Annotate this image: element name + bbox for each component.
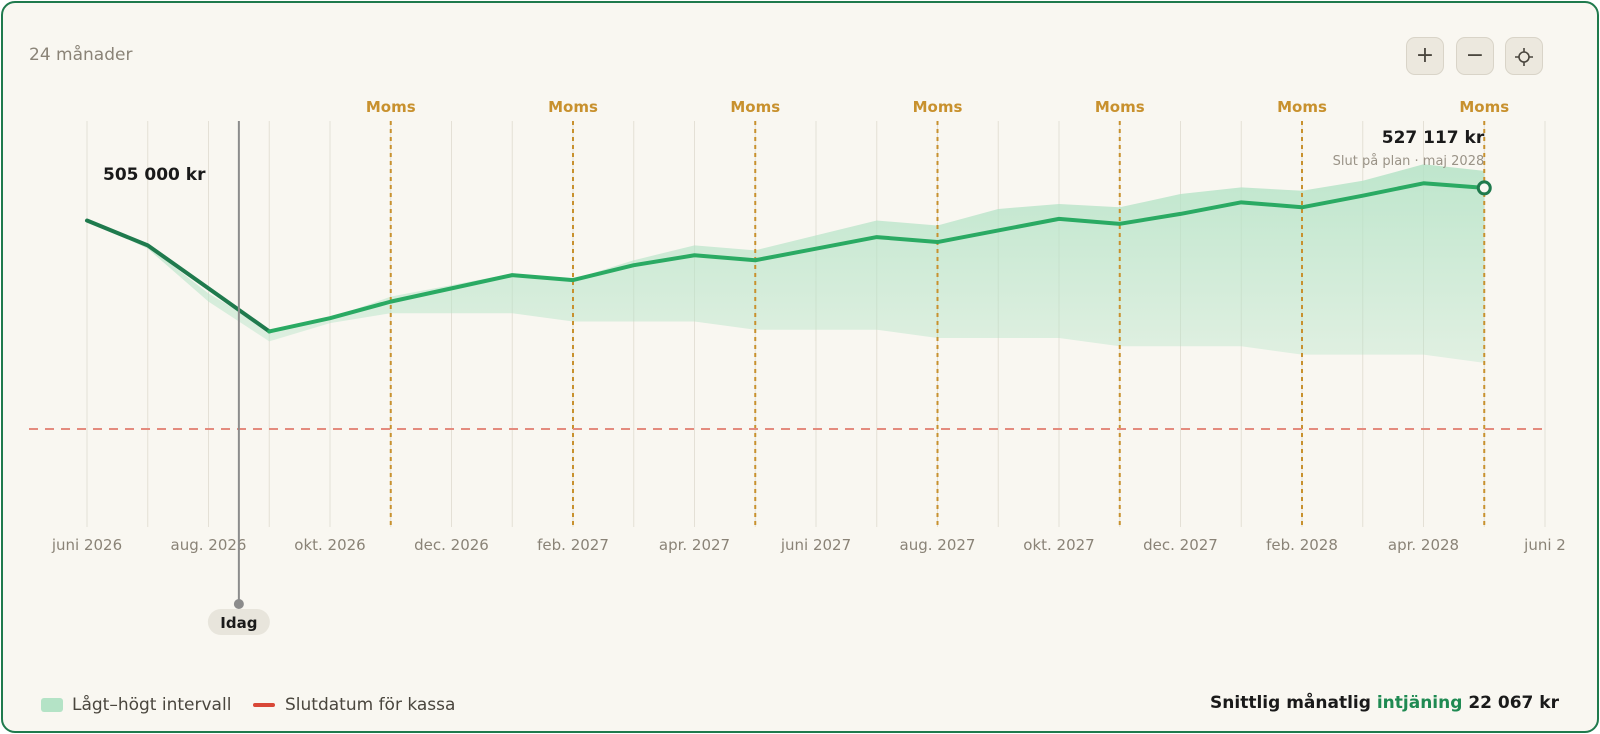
vat-label: Moms (1459, 98, 1509, 116)
balance-line-forecast (267, 181, 1487, 334)
x-tick-label: apr. 2028 (1388, 536, 1459, 554)
legend-cash-end-label: Slutdatum för kassa (285, 695, 456, 715)
today-pill (207, 609, 270, 635)
vat-label: Moms (366, 98, 416, 116)
zoom-out-button[interactable]: − (1456, 37, 1494, 75)
legend-band-label: Lågt–högt intervall (72, 695, 232, 715)
x-tick-label: juni 2027 (780, 536, 851, 554)
x-tick-label: feb. 2028 (1266, 536, 1338, 554)
recenter-button[interactable] (1505, 37, 1543, 75)
today-dot (233, 599, 244, 609)
legend-band-swatch (41, 698, 63, 712)
x-tick-label: aug. 2027 (900, 536, 976, 554)
vat-label: Moms (913, 98, 963, 116)
forecast-chart: Moms Moms Moms Moms Moms Moms Moms 505 000 kr 52… (29, 98, 1566, 635)
x-tick-label: okt. 2026 (294, 536, 365, 554)
x-tick-label: feb. 2027 (537, 536, 609, 554)
x-tick-label: apr. 2027 (659, 536, 730, 554)
vat-label: Moms (730, 98, 780, 116)
today-label: Idag (220, 614, 257, 632)
x-tick-label: aug. 2026 (171, 536, 247, 554)
summary-prefix: Snittlig månatlig (1210, 693, 1377, 713)
start-value-label: 505 000 kr (103, 165, 206, 185)
end-point-marker (1476, 180, 1492, 196)
plus-icon: + (1415, 43, 1435, 68)
vat-label: Moms (548, 98, 598, 116)
x-tick-label: dec. 2026 (414, 536, 489, 554)
legend-cash-end-swatch (253, 703, 275, 707)
end-sublabel: Slut på plan · maj 2028 (1333, 154, 1485, 169)
monthly-earnings-summary: Snittlig månatlig intjäning 22 067 kr (1210, 693, 1559, 713)
end-value-label: 527 117 kr (1382, 128, 1485, 148)
vat-label: Moms (1277, 98, 1327, 116)
vat-label: Moms (1095, 98, 1145, 116)
x-tick-label: juni 2 (1523, 536, 1566, 554)
range-band (87, 164, 1485, 363)
legend-band: Lågt–högt intervall (41, 695, 231, 715)
x-tick-label: okt. 2027 (1023, 536, 1094, 554)
crosshair-icon (1515, 48, 1533, 66)
range-label: 24 månader (29, 45, 133, 65)
legend-cash-end: Slutdatum för kassa (253, 695, 455, 715)
summary-value: 22 067 kr (1462, 693, 1559, 713)
zoom-in-button[interactable]: + (1406, 37, 1444, 75)
x-tick-label: juni 2026 (51, 536, 122, 554)
summary-accent: intjäning (1376, 693, 1463, 713)
minus-icon: − (1465, 43, 1485, 68)
x-tick-label: dec. 2027 (1143, 536, 1218, 554)
